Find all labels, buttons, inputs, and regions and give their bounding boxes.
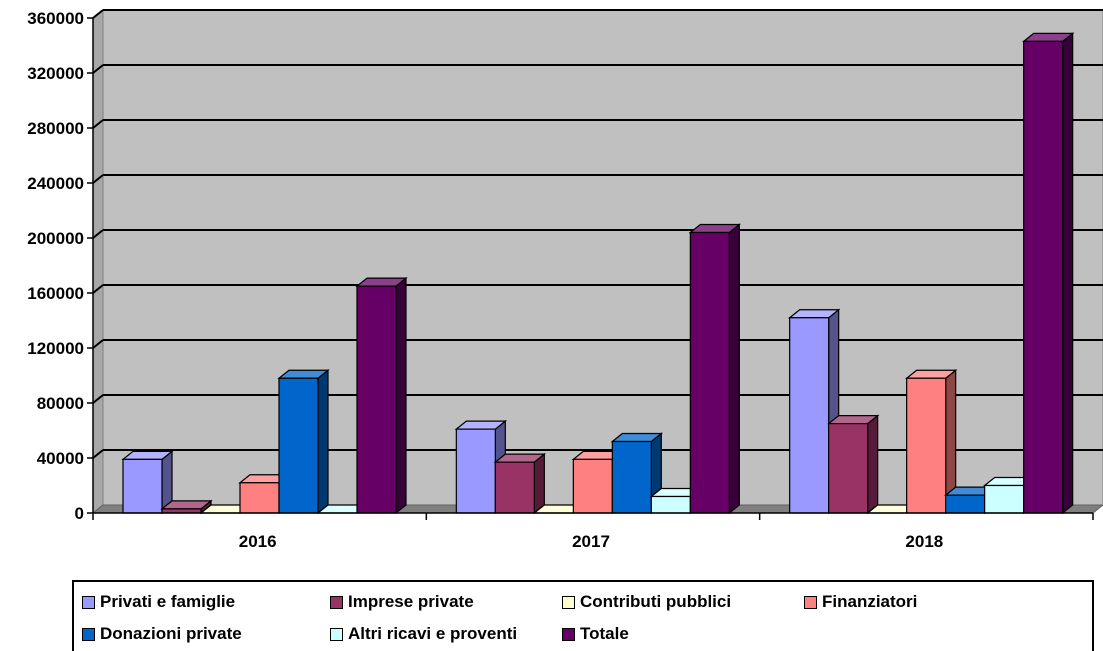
y-tick-label: 0 (75, 504, 84, 523)
bar-side (317, 369, 329, 515)
legend-item: Donazioni private (82, 624, 242, 644)
bar (455, 428, 496, 514)
x-tick-label: 2018 (905, 532, 943, 551)
legend-swatch (562, 595, 575, 609)
y-tick-label: 120000 (27, 339, 84, 358)
gridline-side (92, 119, 104, 129)
legend-swatch (82, 627, 95, 641)
y-tick-label: 80000 (37, 394, 84, 413)
legend-item: Privati e famiglie (82, 592, 235, 612)
gridline-side (92, 64, 104, 74)
bar-chart-3d: 0 40000 80000 120000 160000 200000 240000 28000… (27, 8, 1103, 551)
legend-swatch (330, 627, 343, 641)
legend-item: Contributi pubblici (562, 592, 731, 612)
legend-swatch (82, 595, 95, 609)
gridline-side (92, 229, 104, 239)
bar-side (1062, 32, 1074, 515)
bar (689, 231, 730, 514)
bar (122, 458, 163, 514)
bar (1023, 40, 1064, 514)
legend-swatch (804, 595, 817, 609)
bar (356, 285, 397, 514)
bar (828, 423, 869, 514)
legend-item: Altri ricavi e proventi (330, 624, 517, 644)
x-tick-label: 2017 (572, 532, 610, 551)
x-tick-label: 2016 (239, 532, 277, 551)
legend-label: Altri ricavi e proventi (348, 624, 518, 643)
legend-label: Finanziatori (822, 592, 918, 611)
bar-side (867, 414, 879, 515)
gridline-side (92, 284, 104, 294)
bar-side (728, 223, 740, 515)
gridline-side (92, 174, 104, 184)
bar (650, 495, 691, 514)
y-tick-label: 280000 (27, 119, 84, 138)
bar (572, 458, 613, 514)
bar-side (533, 452, 545, 515)
y-tick-label: 360000 (27, 9, 84, 28)
gridline-side (92, 449, 104, 459)
y-tick-label: 160000 (27, 284, 84, 303)
legend-label: Donazioni private (100, 624, 242, 643)
plot-side-wall (92, 8, 104, 515)
legend-label: Contributi pubblici (580, 592, 732, 611)
legend-swatch (330, 595, 343, 609)
bar (611, 440, 652, 514)
bar (494, 461, 535, 514)
bar (278, 377, 319, 514)
y-tick-label: 200000 (27, 229, 84, 248)
bar (945, 494, 986, 514)
legend-label: Totale (580, 624, 629, 643)
legend-item: Finanziatori (804, 592, 917, 612)
bar (984, 484, 1025, 514)
gridline-side (92, 394, 104, 404)
bar-side (395, 276, 407, 515)
legend-item: Imprese private (330, 592, 474, 612)
legend-label: Imprese private (348, 592, 474, 611)
gridline-side (92, 339, 104, 349)
legend-item: Totale (562, 624, 629, 644)
y-tick-label: 40000 (37, 449, 84, 468)
y-tick-label: 240000 (27, 174, 84, 193)
bar (906, 377, 947, 514)
legend-swatch (562, 627, 575, 641)
legend-label: Privati e famiglie (100, 592, 236, 611)
y-tick-label: 320000 (27, 64, 84, 83)
bar (239, 482, 280, 514)
legend: Privati e famiglie Imprese private Contrib… (72, 580, 1094, 651)
gridline-side (92, 9, 104, 19)
bar (789, 317, 830, 514)
